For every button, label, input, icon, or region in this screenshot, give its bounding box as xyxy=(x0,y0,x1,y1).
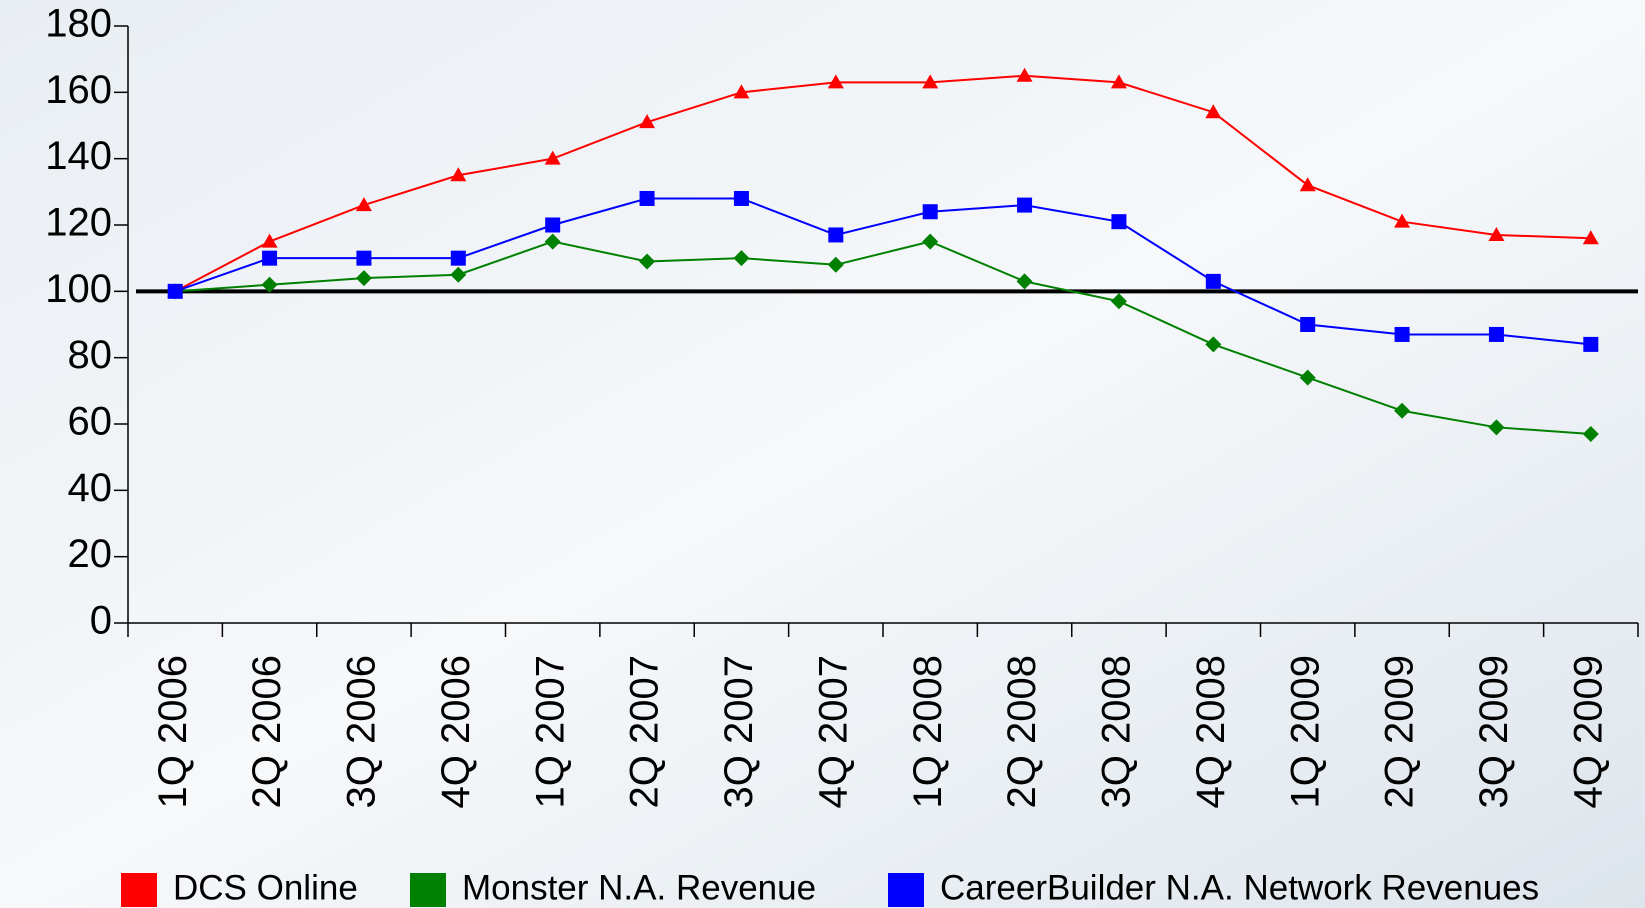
marker xyxy=(733,190,749,206)
y-tick-label: 40 xyxy=(68,466,113,510)
marker xyxy=(922,204,938,220)
marker xyxy=(261,276,278,293)
marker xyxy=(1488,326,1504,342)
y-tick-label: 140 xyxy=(45,134,112,178)
x-tick-label: 2Q 2008 xyxy=(1000,655,1044,808)
x-tick-label: 2Q 2007 xyxy=(623,655,667,808)
y-tick-label: 20 xyxy=(68,532,113,576)
marker xyxy=(545,217,561,233)
x-tick-label: 1Q 2009 xyxy=(1283,655,1327,808)
x-tick-label: 3Q 2007 xyxy=(717,655,761,808)
x-tick-label: 4Q 2007 xyxy=(811,655,855,808)
legend-label: CareerBuilder N.A. Network Revenues xyxy=(940,868,1539,907)
x-tick-label: 1Q 2007 xyxy=(528,655,572,808)
x-tick-label: 3Q 2009 xyxy=(1472,655,1516,808)
marker xyxy=(1016,67,1033,82)
x-tick-label: 1Q 2006 xyxy=(151,655,195,808)
marker xyxy=(827,74,844,89)
x-tick-label: 2Q 2009 xyxy=(1378,655,1422,808)
marker xyxy=(827,256,844,273)
marker xyxy=(355,197,372,212)
y-tick-label: 0 xyxy=(90,599,112,643)
marker xyxy=(450,250,466,266)
legend-swatch xyxy=(888,873,924,907)
series-line xyxy=(174,197,1591,346)
y-tick-label: 160 xyxy=(45,68,112,112)
marker xyxy=(1394,402,1411,419)
marker xyxy=(828,227,844,243)
y-tick-label: 120 xyxy=(45,201,112,245)
marker xyxy=(1017,197,1033,213)
marker xyxy=(1582,425,1599,442)
marker xyxy=(261,233,278,248)
marker xyxy=(639,190,655,206)
marker xyxy=(1111,214,1127,230)
x-tick-label: 4Q 2009 xyxy=(1566,655,1610,808)
y-tick-label: 180 xyxy=(45,2,112,46)
legend-label: DCS Online xyxy=(173,868,358,907)
marker xyxy=(355,270,372,287)
marker xyxy=(1488,226,1505,241)
marker xyxy=(1583,336,1599,352)
series-line xyxy=(175,240,1591,435)
marker xyxy=(1205,104,1222,119)
marker xyxy=(1110,293,1127,310)
marker xyxy=(1299,177,1316,192)
marker xyxy=(544,233,561,250)
marker xyxy=(450,266,467,283)
marker xyxy=(733,84,750,99)
marker xyxy=(639,114,656,129)
marker xyxy=(1110,74,1127,89)
series-line xyxy=(174,74,1591,293)
marker xyxy=(733,250,750,267)
legend-swatch xyxy=(410,873,446,907)
marker xyxy=(922,74,939,89)
y-tick-label: 100 xyxy=(45,267,112,311)
marker xyxy=(1016,273,1033,290)
x-tick-label: 3Q 2008 xyxy=(1095,655,1139,808)
marker xyxy=(167,283,183,299)
y-tick-label: 80 xyxy=(68,333,113,377)
marker xyxy=(639,253,656,270)
marker xyxy=(922,233,939,250)
x-tick-label: 3Q 2006 xyxy=(340,655,384,808)
x-tick-label: 2Q 2006 xyxy=(245,655,289,808)
marker xyxy=(1205,336,1222,353)
marker xyxy=(450,167,467,182)
marker xyxy=(262,250,278,266)
marker xyxy=(1394,213,1411,228)
legend-swatch xyxy=(121,873,157,907)
marker xyxy=(1582,230,1599,245)
marker xyxy=(1300,317,1316,332)
marker xyxy=(544,150,561,165)
marker xyxy=(1205,273,1221,289)
marker xyxy=(356,250,372,266)
legend-label: Monster N.A. Revenue xyxy=(462,868,816,907)
x-tick-label: 1Q 2008 xyxy=(906,655,950,808)
marker xyxy=(1488,419,1505,436)
x-tick-label: 4Q 2008 xyxy=(1189,655,1233,808)
marker xyxy=(1394,326,1410,342)
marker xyxy=(1299,369,1316,386)
x-tick-label: 4Q 2006 xyxy=(434,655,478,808)
y-tick-label: 60 xyxy=(68,400,113,444)
